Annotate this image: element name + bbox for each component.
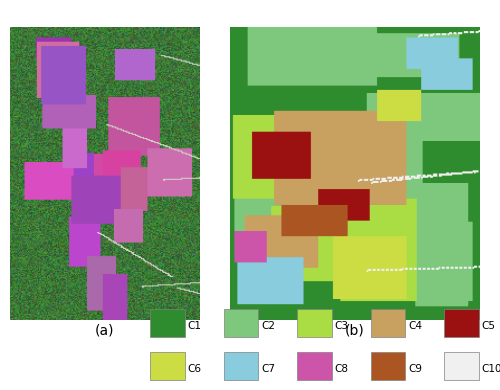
FancyBboxPatch shape [370, 309, 405, 337]
FancyBboxPatch shape [444, 352, 478, 380]
Text: C7: C7 [262, 364, 276, 374]
Text: C4: C4 [408, 321, 422, 331]
Title: (b): (b) [345, 323, 365, 337]
Text: C6: C6 [188, 364, 202, 374]
FancyBboxPatch shape [224, 352, 258, 380]
Text: C2: C2 [262, 321, 276, 331]
Text: C3: C3 [335, 321, 349, 331]
FancyBboxPatch shape [370, 352, 405, 380]
Text: C1: C1 [188, 321, 202, 331]
Text: C9: C9 [408, 364, 422, 374]
FancyBboxPatch shape [150, 352, 184, 380]
FancyBboxPatch shape [224, 309, 258, 337]
FancyBboxPatch shape [297, 309, 332, 337]
FancyBboxPatch shape [150, 309, 184, 337]
Text: C5: C5 [482, 321, 496, 331]
FancyBboxPatch shape [444, 309, 478, 337]
Text: C10: C10 [482, 364, 500, 374]
Text: C8: C8 [335, 364, 349, 374]
Title: (a): (a) [95, 323, 115, 337]
FancyBboxPatch shape [297, 352, 332, 380]
